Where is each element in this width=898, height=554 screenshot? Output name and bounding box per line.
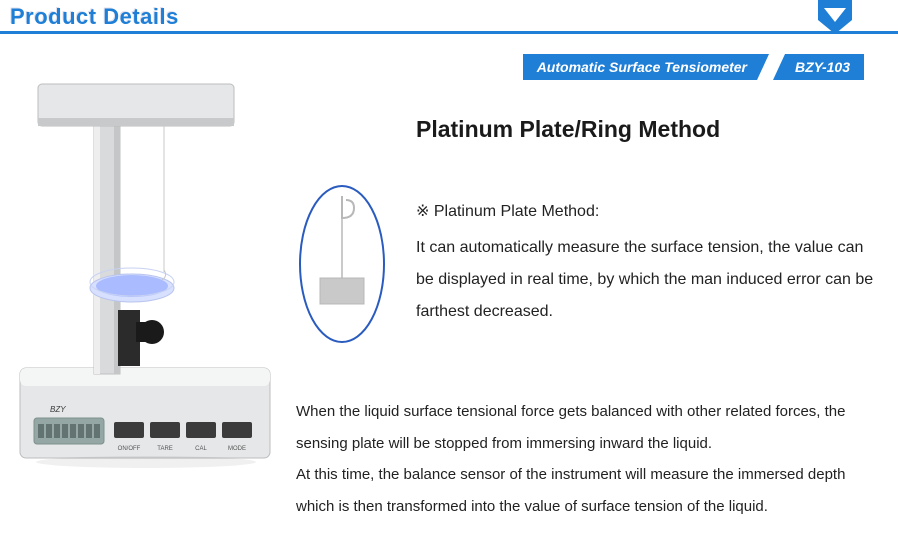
main-title: Platinum Plate/Ring Method — [416, 116, 720, 143]
product-illustration: BZY ON/OFF TARE CAL MODE — [14, 70, 276, 470]
svg-text:ON/OFF: ON/OFF — [118, 446, 141, 452]
method-name: Platinum Plate Method: — [434, 203, 599, 220]
header-arrow-icon — [818, 0, 852, 34]
plate-hook-diagram — [296, 182, 388, 346]
method-label: ※ Platinum Plate Method: — [416, 196, 876, 228]
method-block: ※ Platinum Plate Method: It can automati… — [416, 196, 876, 328]
bottom-paragraph-1: When the liquid surface tensional force … — [296, 396, 886, 459]
brand-label: BZY — [50, 405, 66, 414]
svg-text:MODE: MODE — [228, 446, 246, 452]
product-name-chip: Automatic Surface Tensiometer — [523, 54, 769, 80]
subheader: Automatic Surface Tensiometer BZY-103 — [523, 54, 864, 80]
bottom-block: When the liquid surface tensional force … — [296, 396, 886, 522]
bullet-symbol: ※ — [416, 203, 429, 220]
svg-text:TARE: TARE — [157, 446, 173, 452]
header-underline — [0, 31, 898, 34]
svg-text:CAL: CAL — [195, 446, 207, 452]
bottom-paragraph-2: At this time, the balance sensor of the … — [296, 459, 886, 522]
model-chip: BZY-103 — [773, 54, 864, 80]
page-title: Product Details — [0, 4, 179, 30]
method-description: It can automatically measure the surface… — [416, 232, 876, 328]
